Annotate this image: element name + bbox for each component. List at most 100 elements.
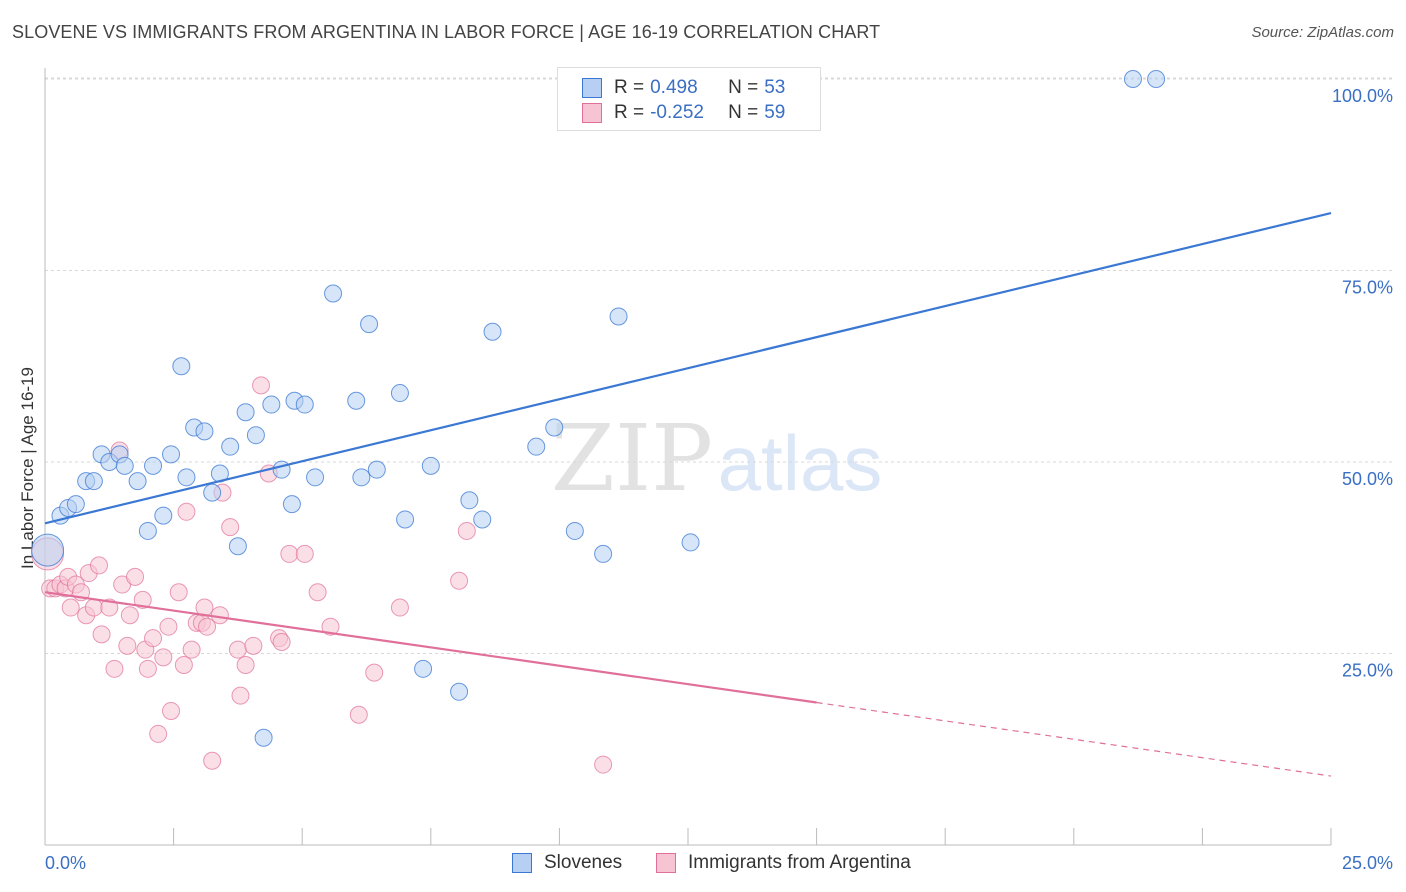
chart-title: SLOVENE VS IMMIGRANTS FROM ARGENTINA IN … (12, 22, 881, 42)
argentina-point (177, 502, 196, 521)
axes (44, 68, 1332, 846)
slovene-point (306, 468, 325, 487)
slovene-point (128, 472, 147, 491)
series-legend: Slovenes Immigrants from Argentina (0, 852, 1406, 878)
legend-label: Slovenes (544, 852, 623, 873)
argentina-point (169, 583, 188, 602)
stats-legend: R = 0.498 N = 53 R = -0.252 N = 59 (557, 67, 821, 131)
argentina-point (120, 606, 139, 625)
argentina-point (594, 755, 613, 774)
argentina-point (162, 701, 181, 720)
argentina-point (154, 648, 173, 667)
argentina-point (133, 590, 152, 609)
slovene-point (221, 437, 240, 456)
slovene-point (236, 403, 255, 422)
argentina-swatch (582, 103, 602, 123)
y-tick-label: 75.0% (1342, 278, 1393, 298)
slovene-point (115, 456, 134, 475)
slovene-point (390, 384, 409, 403)
argentina-point (252, 376, 271, 395)
slovene-point (84, 472, 103, 491)
slovene-point (347, 391, 366, 410)
r-label: R = (614, 102, 645, 123)
slovene-point (177, 468, 196, 487)
argentina-point (84, 598, 103, 617)
argentina-point (349, 705, 368, 724)
slovene-point (473, 510, 492, 529)
y-tick-label: 100.0% (1332, 86, 1393, 106)
argentina-point (280, 544, 299, 563)
argentina-points (31, 376, 613, 774)
n-value: 59 (764, 102, 786, 123)
slovene-points (31, 70, 1166, 747)
argentina-point (182, 640, 201, 659)
watermark-zip: ZIP (551, 405, 713, 512)
argentina-point (365, 663, 384, 682)
argentina-point (118, 636, 137, 655)
slovene-point (324, 284, 343, 303)
slovene-point (162, 445, 181, 464)
legend-item-slovenes[interactable]: Slovenes (512, 852, 622, 874)
slovene-point (460, 491, 479, 510)
slovene-point (172, 357, 191, 376)
argentina-point (174, 655, 193, 674)
argentina-trend-extension (816, 701, 1332, 777)
watermark: ZIP atlas (551, 405, 882, 512)
argentina-point (295, 544, 314, 563)
argentina-point (203, 751, 222, 770)
y-tick-label: 50.0% (1342, 469, 1393, 489)
argentina-point (457, 521, 476, 540)
slovene-point (367, 460, 386, 479)
slovene-point (396, 510, 415, 529)
slovene-point (527, 437, 546, 456)
legend-item-argentina[interactable]: Immigrants from Argentina (656, 852, 911, 874)
x-tick-label: 25.0% (1342, 853, 1393, 873)
slovenes-swatch (512, 853, 532, 873)
argentina-swatch (656, 853, 676, 873)
argentina-point (61, 598, 80, 617)
x-tick-label: 0.0% (45, 853, 86, 873)
slovene-trend-line (44, 211, 1332, 525)
slovene-point (545, 418, 564, 437)
slovene-point (228, 537, 247, 556)
r-value: -0.252 (650, 102, 704, 123)
argentina-point (321, 617, 340, 636)
trend-lines (44, 211, 1332, 777)
slovene-point (246, 426, 265, 445)
slovene-point (565, 521, 584, 540)
source-label: Source: ZipAtlas.com (1251, 24, 1394, 41)
argentina-point (244, 636, 263, 655)
tick-labels: 25.0% 50.0% 75.0% 100.0% 0.0% 25.0% (45, 86, 1393, 873)
r-label: R = (614, 77, 645, 98)
legend-row-slovenes: R = 0.498 N = 53 (582, 76, 785, 100)
argentina-point (221, 518, 240, 537)
argentina-point (198, 617, 217, 636)
slovene-point (144, 456, 163, 475)
slovene-point (360, 315, 379, 334)
slovene-point (1123, 70, 1142, 88)
argentina-point (231, 686, 250, 705)
argentina-point (90, 556, 109, 575)
slovene-point (154, 506, 173, 525)
slovene-point (31, 533, 65, 567)
slovene-point (1147, 70, 1166, 88)
argentina-point (210, 606, 229, 625)
slovene-point (66, 495, 85, 514)
slovene-point (282, 495, 301, 514)
argentina-point (138, 659, 157, 678)
slovene-point (203, 483, 222, 502)
argentina-point (100, 598, 119, 617)
grid (45, 77, 1392, 654)
argentina-point (272, 633, 291, 652)
n-value: 53 (764, 77, 786, 98)
slovene-point (195, 422, 214, 441)
slovene-point (295, 395, 314, 414)
slovene-point (681, 533, 700, 552)
slovene-point (138, 521, 157, 540)
r-value: 0.498 (650, 77, 698, 98)
y-tick-label: 25.0% (1342, 661, 1393, 681)
slovene-point (609, 307, 628, 326)
argentina-point (105, 659, 124, 678)
argentina-point (228, 640, 247, 659)
watermark-atlas: atlas (718, 419, 883, 507)
